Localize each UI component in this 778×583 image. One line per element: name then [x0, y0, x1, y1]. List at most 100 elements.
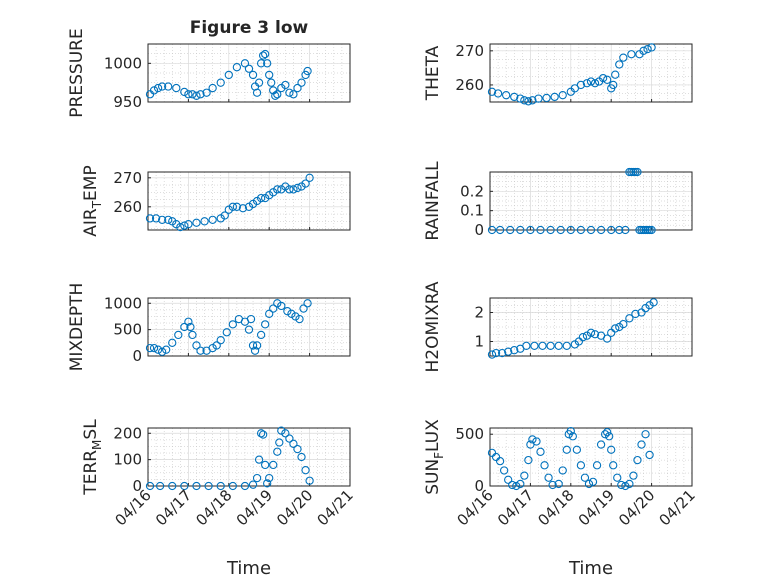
- y-axis-label: SUNFLUX: [423, 419, 446, 495]
- data-point: [520, 471, 529, 480]
- y-axis-label: THETA: [423, 45, 443, 101]
- plot-area: [489, 43, 693, 103]
- data-point: [613, 473, 622, 482]
- data-point: [633, 167, 642, 177]
- data-point: [204, 481, 213, 491]
- y-axis-label: RAINFALL: [423, 161, 443, 241]
- x-axis-label: Time: [568, 558, 613, 579]
- data-point: [603, 75, 612, 84]
- data-point: [174, 330, 183, 340]
- data-point: [510, 346, 519, 355]
- data-point: [157, 347, 167, 356]
- x-tick-label: 04/18: [192, 486, 235, 529]
- data-point: [228, 481, 237, 491]
- data-point: [208, 343, 217, 353]
- data-point: [256, 193, 266, 203]
- data-point: [248, 70, 258, 80]
- data-point: [615, 225, 624, 235]
- data-point: [504, 475, 513, 484]
- data-point: [248, 480, 258, 489]
- data-point: [277, 301, 286, 311]
- data-point: [495, 225, 505, 235]
- y-tick-label: 2: [474, 304, 484, 322]
- data-point: [172, 83, 181, 93]
- data-point: [293, 183, 302, 193]
- y-tick-label: 500: [113, 321, 142, 339]
- data-point: [299, 304, 308, 313]
- y-axis-label: TERRMSL: [81, 419, 104, 496]
- data-point: [520, 96, 529, 105]
- data-point: [592, 461, 602, 470]
- data-point: [192, 481, 201, 491]
- data-point: [180, 87, 189, 97]
- data-point: [277, 426, 286, 435]
- data-point: [162, 345, 171, 354]
- data-point: [508, 480, 517, 490]
- data-point: [598, 73, 608, 83]
- data-point: [625, 479, 634, 489]
- data-point: [526, 225, 535, 235]
- data-point: [261, 320, 270, 329]
- data-point: [216, 336, 225, 345]
- data-point: [546, 225, 555, 235]
- data-point: [180, 481, 189, 491]
- data-point: [224, 70, 233, 80]
- data-point: [524, 455, 533, 465]
- x-axis-label: Time: [226, 558, 271, 579]
- data-point: [548, 480, 557, 490]
- data-point: [188, 90, 197, 99]
- data-point: [228, 202, 237, 211]
- data-point: [556, 225, 565, 235]
- y-tick-label: 500: [455, 425, 484, 443]
- data-point: [180, 221, 189, 230]
- data-point: [184, 317, 193, 326]
- data-point: [502, 91, 511, 100]
- data-point: [600, 430, 610, 439]
- plot-area: [147, 297, 351, 357]
- data-point: [558, 91, 567, 100]
- data-point: [192, 91, 201, 100]
- data-point: [151, 214, 161, 223]
- data-point: [184, 90, 193, 99]
- data-point: [188, 330, 197, 340]
- data-point: [208, 215, 217, 224]
- data-point: [250, 346, 260, 355]
- data-point: [164, 215, 173, 224]
- chart-h2omixra: 1 2 H2OMIXRA: [423, 281, 693, 373]
- y-tick-label: 1000: [104, 294, 142, 312]
- data-point: [145, 343, 155, 353]
- data-point: [281, 429, 290, 438]
- data-point: [273, 90, 282, 99]
- data-point: [538, 341, 547, 350]
- data-point: [149, 86, 159, 95]
- data-point: [510, 92, 519, 102]
- data-point: [186, 322, 195, 332]
- data-point: [265, 309, 274, 318]
- data-point: [609, 461, 618, 470]
- y-axis-label: H2OMIXRA: [423, 281, 443, 372]
- data-point: [641, 430, 650, 439]
- data-point: [603, 334, 612, 343]
- y-tick-label: 1000: [104, 54, 142, 72]
- data-point: [305, 173, 314, 182]
- data-point: [240, 59, 250, 68]
- data-point: [528, 96, 537, 105]
- data-point: [263, 479, 272, 488]
- data-point: [649, 298, 658, 307]
- data-point: [258, 430, 268, 439]
- plot-area: [147, 171, 351, 231]
- data-point: [261, 49, 270, 59]
- data-point: [256, 429, 266, 438]
- axes-frame: [489, 427, 693, 487]
- data-point: [491, 348, 501, 358]
- x-tick-label: 04/17: [152, 486, 195, 529]
- data-point: [590, 330, 600, 339]
- data-point: [586, 328, 596, 337]
- data-point: [588, 477, 598, 487]
- y-tick-label: 260: [455, 76, 484, 94]
- y-tick-label: 0: [132, 477, 142, 495]
- data-point: [633, 455, 642, 465]
- data-point: [516, 94, 525, 103]
- data-point: [252, 88, 262, 97]
- data-point: [289, 439, 298, 448]
